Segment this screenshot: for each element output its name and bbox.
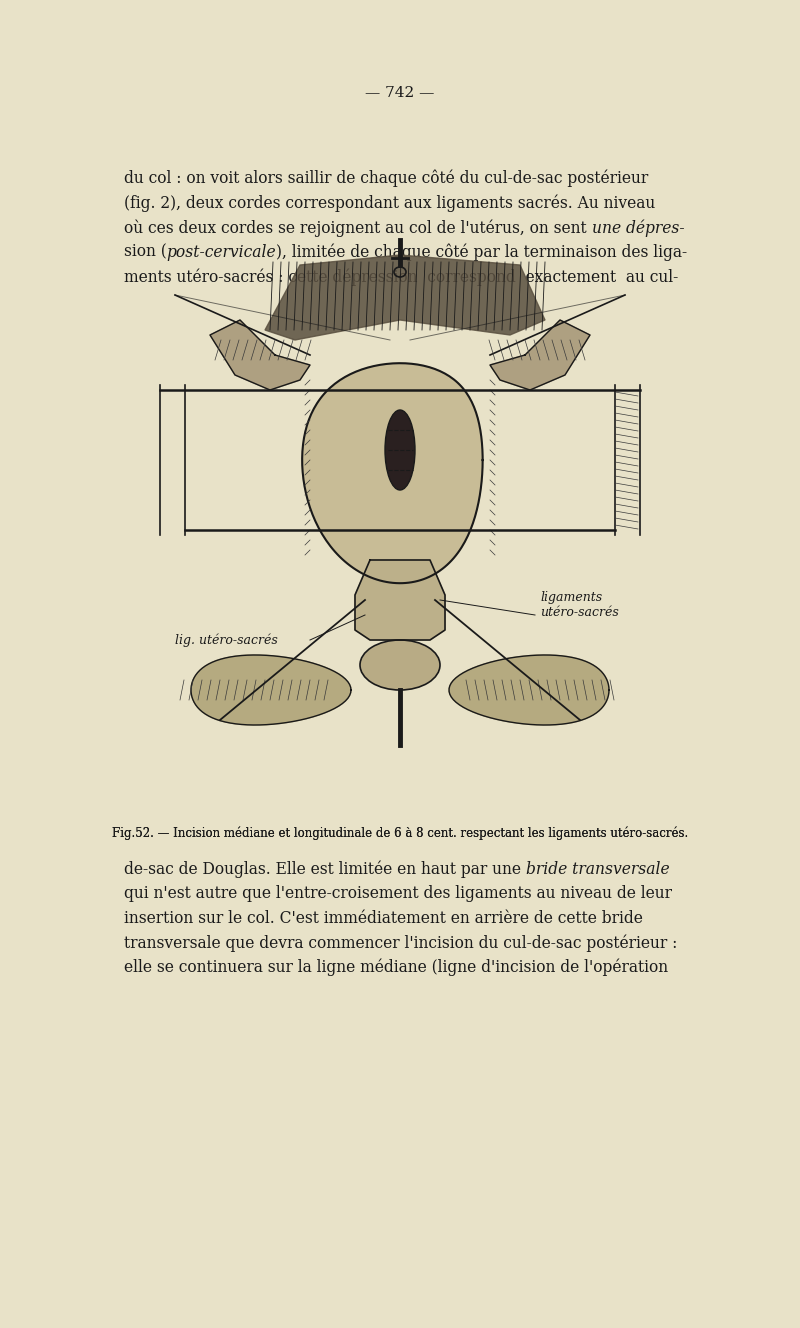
Text: une dépres-: une dépres- [591, 219, 684, 236]
Ellipse shape [385, 410, 415, 490]
Text: lig. utéro-sacrés: lig. utéro-sacrés [175, 633, 278, 647]
Ellipse shape [360, 640, 440, 691]
Text: (fig. 2), deux cordes correspondant aux ligaments sacrés. Au niveau: (fig. 2), deux cordes correspondant aux … [124, 194, 655, 212]
Text: sion (: sion ( [124, 244, 166, 260]
Text: insertion sur le col. C'est immédiatement en arrière de cette bride: insertion sur le col. C'est immédiatemen… [124, 910, 643, 927]
Polygon shape [490, 320, 590, 390]
Polygon shape [191, 655, 351, 725]
Text: ments utéro-sacrés : cette dépression  correspond  exactement  au cul-: ments utéro-sacrés : cette dépression co… [124, 268, 678, 286]
Text: où ces deux cordes se rejoignent au col de l'utérus, on sent: où ces deux cordes se rejoignent au col … [124, 219, 591, 236]
Text: Fig.52. — Incision médiane et longitudinale de 6 à 8 cent. respectant les ligame: Fig.52. — Incision médiane et longitudin… [112, 826, 688, 839]
Polygon shape [449, 655, 609, 725]
Bar [155, 255, 650, 760]
Polygon shape [265, 255, 545, 340]
Text: elle se continuera sur la ligne médiane (ligne d'incision de l'opération: elle se continuera sur la ligne médiane … [124, 959, 668, 976]
Polygon shape [302, 363, 482, 583]
Text: qui n'est autre que l'entre-croisement des ligaments au niveau de leur: qui n'est autre que l'entre-croisement d… [124, 884, 672, 902]
Text: — 742 —: — 742 — [366, 86, 434, 101]
Text: bride transversale: bride transversale [526, 861, 670, 878]
Text: ligaments
utéro-sacrés: ligaments utéro-sacrés [540, 591, 618, 619]
Polygon shape [210, 320, 310, 390]
Text: ), limitée de chaque côté par la terminaison des liga-: ), limitée de chaque côté par la termina… [276, 244, 687, 262]
Text: Fig.52. — Incision médiane et longitudinale de 6 à 8 cent. respectant les ligame: Fig.52. — Incision médiane et longitudin… [112, 826, 688, 839]
Text: post-cervicale: post-cervicale [166, 244, 276, 260]
Text: de-sac de Douglas. Elle est limitée en haut par une: de-sac de Douglas. Elle est limitée en h… [124, 861, 526, 878]
Text: du col : on voit alors saillir de chaque côté du cul-de-sac postérieur: du col : on voit alors saillir de chaque… [124, 170, 648, 187]
Polygon shape [355, 560, 445, 640]
Text: transversale que devra commencer l'incision du cul-de-sac postérieur :: transversale que devra commencer l'incis… [124, 935, 678, 952]
